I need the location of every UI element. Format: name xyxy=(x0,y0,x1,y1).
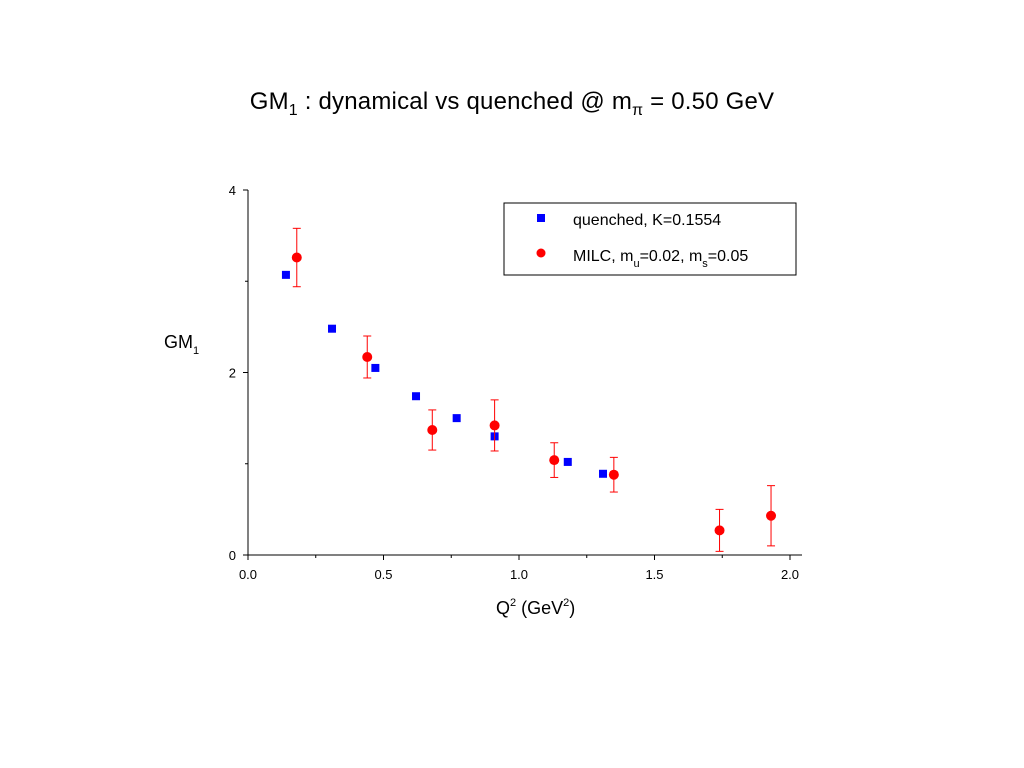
y-tick-label: 4 xyxy=(229,183,236,198)
legend-label-milc: MILC, mu=0.02, ms=0.05 xyxy=(573,248,748,270)
legend-milc-b: u xyxy=(633,258,639,270)
x-axis-title-mid: (GeV xyxy=(516,598,563,618)
y-axis-title-subscript: 1 xyxy=(193,345,199,357)
x-axis-title-sup2: 2 xyxy=(563,597,569,609)
x-tick-label: 1.5 xyxy=(645,567,663,582)
title-pi-subscript: π xyxy=(632,101,644,119)
data-point-milc xyxy=(427,424,438,435)
data-point-milc xyxy=(714,525,725,536)
x-tick-label: 1.0 xyxy=(510,567,528,582)
data-point-quenched xyxy=(452,414,461,423)
data-point-milc xyxy=(362,351,373,362)
x-tick-label: 0.0 xyxy=(239,567,257,582)
x-axis-title-base: Q xyxy=(496,598,510,618)
x-axis-title: Q2 (GeV2) xyxy=(496,597,575,618)
title-value: = 0.50 GeV xyxy=(643,88,775,115)
legend: quenched, K=0.1554 MILC, mu=0.02, ms=0.0… xyxy=(503,202,797,276)
legend-marker-quenched xyxy=(537,214,545,222)
x-tick-label: 2.0 xyxy=(781,567,799,582)
legend-milc-c: =0.02, m xyxy=(640,248,703,265)
data-point-quenched xyxy=(371,363,380,372)
legend-milc-d: s xyxy=(702,258,708,270)
legend-marker-milc xyxy=(536,248,546,258)
y-tick-label: 0 xyxy=(229,548,236,563)
data-point-quenched xyxy=(328,324,337,333)
x-axis-title-end: ) xyxy=(569,598,575,618)
legend-label-quenched: quenched, K=0.1554 xyxy=(573,212,721,229)
data-point-milc xyxy=(291,252,302,263)
title-main-subscript: 1 xyxy=(288,101,298,119)
y-tick-label: 2 xyxy=(229,366,236,381)
data-point-quenched xyxy=(599,469,608,478)
data-point-milc xyxy=(608,469,619,480)
data-point-milc xyxy=(766,510,777,521)
legend-milc-a: MILC, m xyxy=(573,248,633,265)
legend-milc-e: =0.05 xyxy=(708,248,749,265)
data-point-quenched xyxy=(281,270,290,279)
data-point-quenched xyxy=(563,457,572,466)
data-point-quenched xyxy=(412,392,421,401)
data-point-milc xyxy=(549,455,560,466)
y-axis-title-base: GM xyxy=(164,332,193,352)
page-title: GM1 : dynamical vs quenched @ mπ = 0.50 … xyxy=(0,88,1024,120)
legend-box xyxy=(503,202,797,276)
title-main: GM xyxy=(249,88,289,115)
y-axis-title: GM1 xyxy=(164,332,199,357)
x-axis-title-sup: 2 xyxy=(510,597,516,609)
title-rest: : dynamical vs quenched @ m xyxy=(297,88,633,115)
x-tick-label: 0.5 xyxy=(374,567,392,582)
data-point-milc xyxy=(489,420,500,431)
